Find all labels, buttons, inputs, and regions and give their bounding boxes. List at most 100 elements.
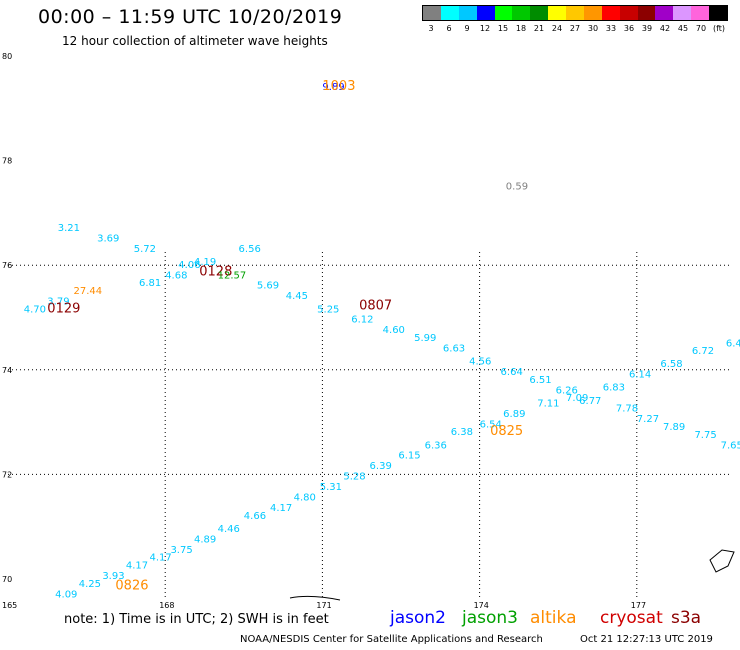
time-label: 0826 <box>115 578 148 593</box>
legend-swatch <box>709 6 727 20</box>
swh-label: 9.89 <box>322 82 344 93</box>
swh-label: 4.06 <box>178 260 200 271</box>
color-legend: 3 6 9 12 15 18 21 24 27 30 33 36 39 42 45 70 (ft) <box>422 5 728 33</box>
satellite-jason2: jason2 <box>390 608 446 628</box>
legend-label: (ft) <box>712 24 726 33</box>
legend-label: 24 <box>551 24 563 33</box>
swh-label: 3.79 <box>47 296 69 307</box>
swh-label: 4.17 <box>126 561 148 572</box>
swh-label: 7.11 <box>537 398 559 409</box>
legend-swatch <box>476 6 495 20</box>
swh-label: 7.75 <box>694 430 716 441</box>
swh-label: 6.54 <box>480 419 502 430</box>
swh-label: 4.17 <box>149 553 171 564</box>
swh-label: 4.45 <box>286 291 308 302</box>
swh-label: 4.46 <box>218 524 240 535</box>
satellite-jason3: jason3 <box>462 608 518 628</box>
time-label: 0825 <box>490 424 523 439</box>
lat-tick-label: 80 <box>2 52 12 61</box>
swh-label: 6.38 <box>451 427 473 438</box>
legend-swatch <box>548 6 566 20</box>
legend-swatch <box>673 6 692 20</box>
swh-label: 4.89 <box>194 534 216 545</box>
swh-label: 4.60 <box>383 325 405 336</box>
legend-label: 42 <box>659 24 671 33</box>
legend-swatch <box>655 6 674 20</box>
lon-tick-label: 168 <box>159 601 174 610</box>
time-label: 0128 <box>199 265 232 280</box>
lon-tick-label: 177 <box>631 601 646 610</box>
coastline <box>289 595 341 601</box>
lon-tick-label: 171 <box>316 601 331 610</box>
legend-label: 9 <box>464 24 470 33</box>
swh-label: 6.36 <box>425 440 447 451</box>
swh-label: 4.56 <box>469 357 491 368</box>
swh-label: 6.12 <box>351 315 373 326</box>
swh-label: 6.81 <box>139 278 161 289</box>
time-label: 1003 <box>322 79 355 94</box>
legend-swatch <box>566 6 584 20</box>
legend-swatch <box>512 6 531 20</box>
legend-color-bar <box>422 5 728 21</box>
swh-label: 6.89 <box>503 409 525 420</box>
satellite-altika: altika <box>530 608 577 628</box>
swh-label: 4.09 <box>55 589 77 600</box>
swh-label: 6.63 <box>443 343 465 354</box>
footnote: note: 1) Time is in UTC; 2) SWH is in fe… <box>64 612 329 627</box>
coastline <box>709 549 735 573</box>
time-label: 0807 <box>359 299 392 314</box>
legend-label: 18 <box>515 24 527 33</box>
legend-swatch <box>691 6 709 20</box>
swh-label: 5.99 <box>414 333 436 344</box>
swh-label: 4.17 <box>270 503 292 514</box>
lon-tick-label: 165 <box>2 601 17 610</box>
time-label: 0129 <box>47 301 80 316</box>
legend-swatch <box>619 6 638 20</box>
swh-label: 6.72 <box>692 346 714 357</box>
legend-swatch <box>440 6 459 20</box>
lat-tick-label: 78 <box>2 157 12 166</box>
swh-label: 3.93 <box>102 571 124 582</box>
swh-label: 6.64 <box>501 367 523 378</box>
legend-label: 45 <box>677 24 689 33</box>
map-subtitle: 12 hour collection of altimeter wave hei… <box>62 34 328 48</box>
swh-label: 4.68 <box>165 270 187 281</box>
swh-label: 4.66 <box>244 511 266 522</box>
lat-tick-label: 70 <box>2 575 12 584</box>
swh-label: 7.65 <box>721 440 740 451</box>
swh-label: 6.15 <box>398 451 420 462</box>
legend-label: 36 <box>623 24 635 33</box>
swh-label: 6.58 <box>660 359 682 370</box>
legend-label: 27 <box>569 24 581 33</box>
legend-label: 33 <box>605 24 617 33</box>
swh-label: 5.31 <box>320 482 342 493</box>
legend-label: 3 <box>428 24 434 33</box>
legend-label: 30 <box>587 24 599 33</box>
legend-swatch <box>637 6 656 20</box>
swh-label: 6.26 <box>556 385 578 396</box>
swh-label: 0.59 <box>506 181 528 192</box>
swh-label: 6.51 <box>529 375 551 386</box>
generation-timestamp: Oct 21 12:27:13 UTC 2019 <box>580 634 713 645</box>
swh-label: 6.39 <box>370 461 392 472</box>
swh-label: 5.25 <box>317 304 339 315</box>
legend-label: 21 <box>533 24 545 33</box>
lat-tick-label: 76 <box>2 261 12 270</box>
swh-label: 3.69 <box>97 234 119 245</box>
legend-swatch <box>583 6 602 20</box>
swh-label: 3.75 <box>170 545 192 556</box>
legend-labels: 3 6 9 12 15 18 21 24 27 30 33 36 39 42 45 70 (ft) <box>422 24 728 33</box>
lat-tick-label: 72 <box>2 470 12 479</box>
swh-label: 6.14 <box>629 370 651 381</box>
legend-swatch <box>530 6 549 20</box>
satellite-s3a: s3a <box>671 608 702 628</box>
swh-label: 4.19 <box>194 257 216 268</box>
swh-label: 7.09 <box>566 393 588 404</box>
legend-swatch <box>601 6 620 20</box>
swh-label: 4.25 <box>79 579 101 590</box>
swh-label: 3.21 <box>58 223 80 234</box>
swh-label: 7.27 <box>637 414 659 425</box>
legend-label: 12 <box>479 24 491 33</box>
legend-label: 6 <box>446 24 452 33</box>
